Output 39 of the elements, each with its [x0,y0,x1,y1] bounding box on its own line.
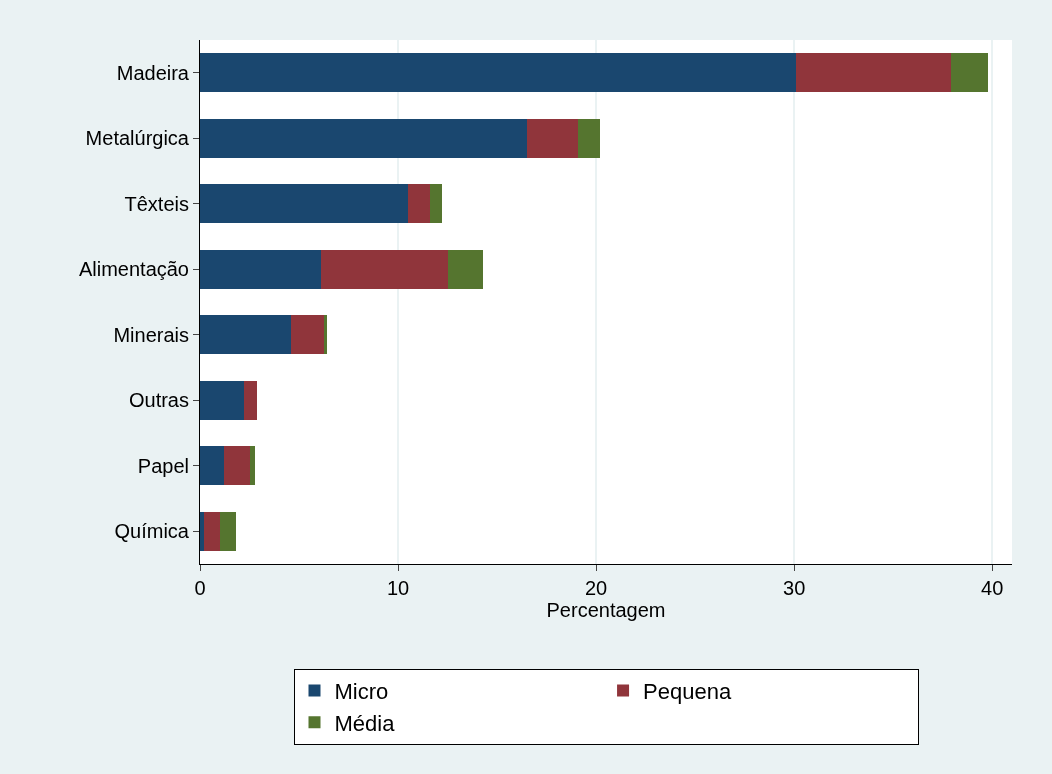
bar [200,380,244,420]
bar [578,118,601,158]
y-tick-label: Outras [128,389,189,412]
bar [203,511,220,551]
bar [950,53,989,93]
x-tick-label: 10 [386,577,410,599]
legend-label: Micro [334,679,389,705]
bar [407,184,430,224]
y-tick-label: Química [114,520,190,543]
bar [526,118,579,158]
bar [200,53,797,93]
x-tick-label: 0 [194,577,206,599]
y-tick-label: Têxteis [124,192,189,215]
y-tick-label: Minerais [113,323,189,346]
bar [223,446,250,486]
bar [243,380,258,420]
bar [447,249,484,289]
bar [796,53,951,93]
bar [200,446,224,486]
legend-label: Pequena [643,679,732,705]
legend-label: Média [334,710,396,736]
y-tick-label: Madeira [116,61,190,84]
x-tick-label: 30 [783,577,806,599]
x-tick-label: 20 [584,577,608,599]
y-tick-label: Papel [137,454,189,477]
bar [200,118,527,158]
y-tick-label: Alimentação [78,258,189,281]
bar [429,184,442,224]
y-tick-label: Metalúrgica [85,127,190,150]
bar [200,184,408,224]
bar [200,315,292,355]
bar [200,249,321,289]
bar [291,315,325,355]
bar [219,511,236,551]
bar [320,249,448,289]
x-axis-title: Percentagem [546,599,666,621]
bar [200,511,204,551]
x-tick-label: 40 [981,577,1004,599]
bar [324,315,327,355]
